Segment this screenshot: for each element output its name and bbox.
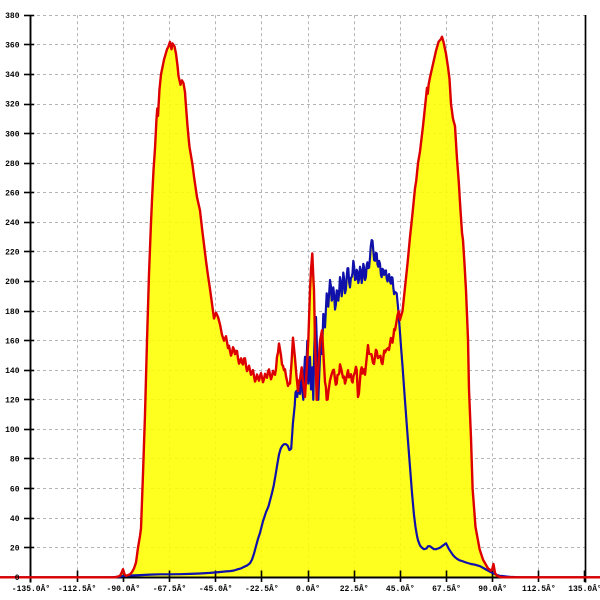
svg-text:-90.0Â°: -90.0Â° [107,585,141,594]
svg-text:200: 200 [5,278,20,287]
svg-text:240: 240 [5,219,20,228]
svg-text:320: 320 [5,101,20,110]
svg-text:100: 100 [5,426,20,435]
svg-text:280: 280 [5,160,20,169]
svg-text:-45.0Â°: -45.0Â° [199,585,233,594]
svg-text:260: 260 [5,190,20,199]
svg-text:300: 300 [5,130,20,139]
svg-text:160: 160 [5,337,20,346]
svg-text:-22.5Â°: -22.5Â° [245,585,279,594]
svg-text:0: 0 [15,574,20,583]
svg-text:80: 80 [10,456,20,465]
svg-text:360: 360 [5,42,20,51]
svg-text:120: 120 [5,397,20,406]
svg-text:220: 220 [5,249,20,258]
svg-text:45.0Â°: 45.0Â° [386,585,415,594]
svg-text:-112.5Â°: -112.5Â° [58,585,96,594]
svg-text:112.5Â°: 112.5Â° [522,585,556,594]
svg-text:140: 140 [5,367,20,376]
svg-text:340: 340 [5,71,20,80]
svg-text:380: 380 [5,12,20,21]
svg-text:20: 20 [10,544,20,553]
svg-text:135.0Â°: 135.0Â° [568,585,600,594]
svg-text:90.0Â°: 90.0Â° [478,585,507,594]
svg-text:40: 40 [10,515,20,524]
svg-text:-135.0Â°: -135.0Â° [12,585,50,594]
svg-text:67.5Â°: 67.5Â° [432,585,461,594]
svg-text:0.0Â°: 0.0Â° [296,585,320,594]
svg-text:180: 180 [5,308,20,317]
svg-text:-67.5Â°: -67.5Â° [153,585,187,594]
svg-text:22.5Â°: 22.5Â° [340,585,369,594]
svg-text:60: 60 [10,485,20,494]
